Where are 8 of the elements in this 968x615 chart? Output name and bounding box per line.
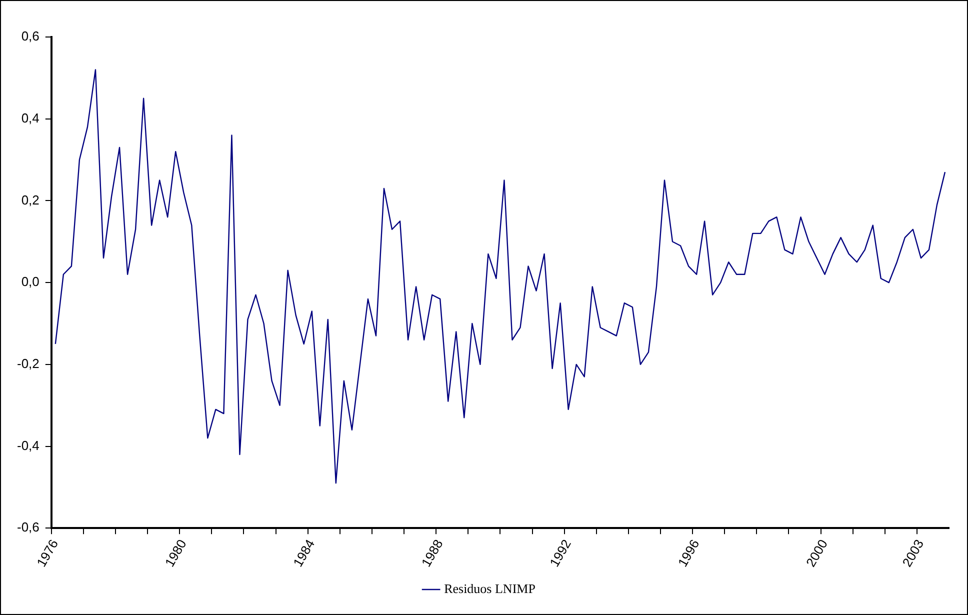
y-tick-label: 0,0 [21,274,40,290]
y-tick-label: -0,2 [16,356,40,372]
y-tick-label: -0,6 [16,520,40,535]
y-tick-label: 0,4 [21,110,40,126]
legend-label: Residuos LNIMP [444,580,536,596]
y-tick-label: -0,4 [16,438,40,453]
y-tick-label: 0,6 [21,28,40,44]
y-tick-label: 0,2 [21,192,40,208]
